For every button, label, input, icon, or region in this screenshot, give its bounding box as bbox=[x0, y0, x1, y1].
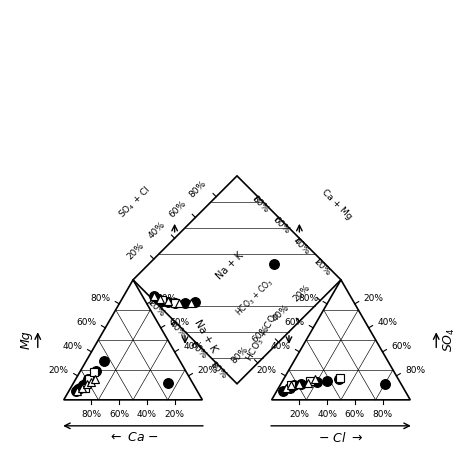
Text: $-$ Cl $\rightarrow$: $-$ Cl $\rightarrow$ bbox=[319, 431, 364, 445]
Text: 80%: 80% bbox=[209, 361, 229, 381]
Text: 20%: 20% bbox=[364, 294, 384, 303]
Text: 40%: 40% bbox=[167, 319, 187, 339]
Text: 40%: 40% bbox=[292, 236, 312, 256]
Text: 60%: 60% bbox=[392, 342, 411, 351]
Text: HCO$_3$ + CO$_3$: HCO$_3$ + CO$_3$ bbox=[233, 275, 276, 319]
Text: 20%: 20% bbox=[312, 256, 333, 277]
Text: 40%: 40% bbox=[378, 318, 398, 327]
Text: 60%: 60% bbox=[188, 340, 208, 360]
Text: $\leftarrow$ Ca $-$: $\leftarrow$ Ca $-$ bbox=[108, 431, 158, 444]
Text: 20%: 20% bbox=[49, 366, 69, 375]
Text: 40%: 40% bbox=[183, 342, 204, 351]
Text: 60%: 60% bbox=[167, 200, 188, 220]
Text: 60%: 60% bbox=[345, 410, 365, 419]
Text: 20%: 20% bbox=[126, 241, 146, 262]
Text: 60%: 60% bbox=[76, 318, 96, 327]
Text: 80%: 80% bbox=[156, 294, 176, 303]
Text: HCO$_3$ + CO$_3$: HCO$_3$ + CO$_3$ bbox=[243, 309, 282, 364]
Text: Na + K: Na + K bbox=[192, 318, 219, 355]
Text: 20%: 20% bbox=[146, 298, 166, 319]
Text: 60%: 60% bbox=[170, 318, 190, 327]
Text: 20%: 20% bbox=[198, 366, 218, 375]
Text: 60%: 60% bbox=[109, 410, 129, 419]
Text: 80%: 80% bbox=[82, 410, 101, 419]
Text: 40%: 40% bbox=[146, 220, 167, 241]
Text: 80%: 80% bbox=[250, 194, 271, 215]
Text: 40%: 40% bbox=[271, 303, 292, 324]
Text: Na + K: Na + K bbox=[215, 250, 246, 282]
Text: 20%: 20% bbox=[164, 410, 185, 419]
Text: 80%: 80% bbox=[188, 179, 209, 199]
Text: 80%: 80% bbox=[229, 345, 250, 365]
Text: SO$_4$: SO$_4$ bbox=[441, 328, 456, 352]
Text: 40%: 40% bbox=[270, 342, 291, 351]
Text: SO$_4$ + Cl: SO$_4$ + Cl bbox=[117, 183, 154, 221]
Text: 20%: 20% bbox=[289, 410, 310, 419]
Text: 40%: 40% bbox=[137, 410, 157, 419]
Text: 40%: 40% bbox=[63, 342, 82, 351]
Text: 60%: 60% bbox=[250, 324, 271, 345]
Text: 20%: 20% bbox=[292, 283, 312, 303]
Text: 80%: 80% bbox=[90, 294, 110, 303]
Text: 80%: 80% bbox=[405, 366, 426, 375]
Text: 60%: 60% bbox=[284, 318, 304, 327]
Text: 20%: 20% bbox=[256, 366, 276, 375]
Text: Mg: Mg bbox=[19, 330, 33, 349]
Text: 80%: 80% bbox=[373, 410, 392, 419]
Text: 60%: 60% bbox=[271, 215, 292, 236]
Text: 80%: 80% bbox=[298, 294, 318, 303]
Text: Ca + Mg: Ca + Mg bbox=[320, 187, 354, 221]
Text: 40%: 40% bbox=[317, 410, 337, 419]
